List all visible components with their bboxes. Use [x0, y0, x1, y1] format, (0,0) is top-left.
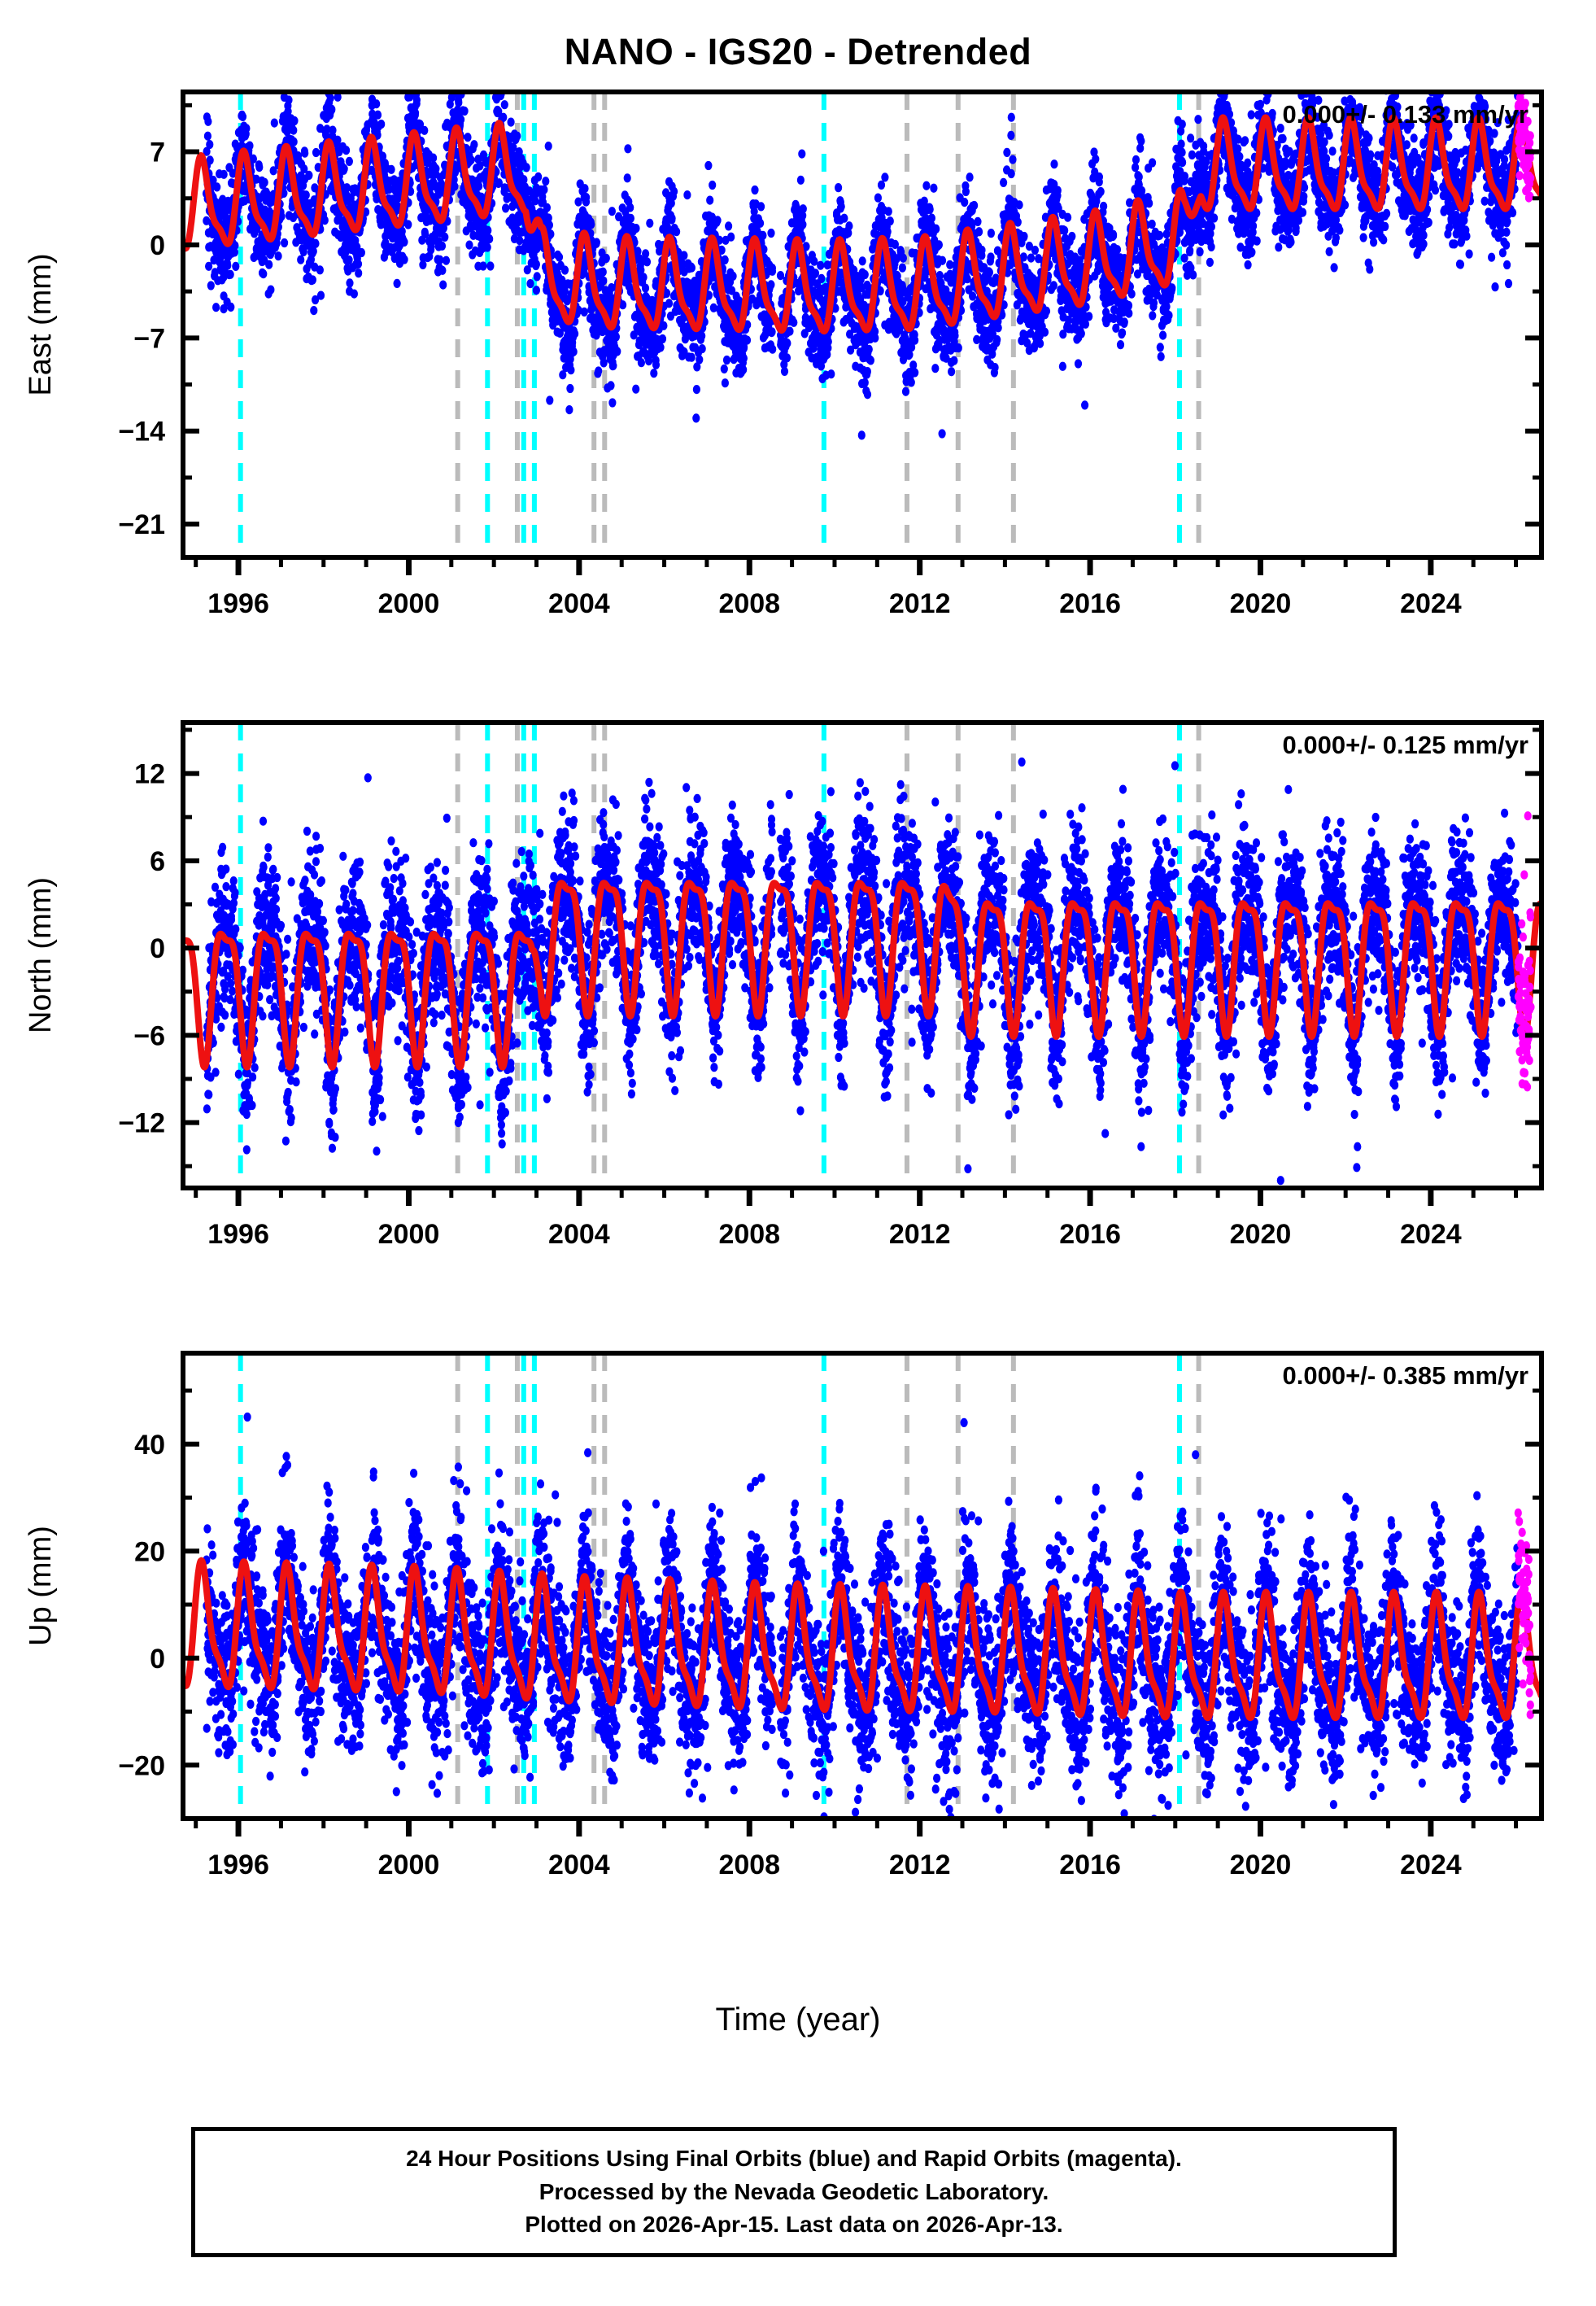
x-tick-label: 2012 — [889, 588, 951, 619]
x-tick-label: 2008 — [718, 588, 780, 619]
y-axis-title: Up (mm) — [24, 1526, 58, 1646]
y-axis-title: North (mm) — [24, 877, 58, 1033]
y-tick-label: −14 — [118, 417, 165, 448]
rate-annotation: 0.000+/- 0.385 mm/yr — [1283, 1361, 1528, 1390]
x-tick-label: 2020 — [1230, 588, 1292, 619]
x-tick-label: 2000 — [378, 588, 440, 619]
panel-east: 7 0 −7 −14 −21 1996 2000 2004 2008 2012 2016 2020 20… — [0, 77, 1596, 631]
svg-text:0.000+/- 0.385 mm/yr: 0.000+/- 0.385 mm/yr — [1283, 1361, 1528, 1390]
caption-box: 24 Hour Positions Using Final Orbits (bl… — [191, 2127, 1397, 2257]
y-tick-label: 7 — [150, 138, 165, 168]
plot-area-north: 12 6 0 −6 −12 1996 2000 2004 2008 2012 2016 2020 202… — [0, 708, 1596, 1261]
y-tick-label: −7 — [133, 323, 165, 354]
svg-text:0.000+/- 0.133 mm/yr: 0.000+/- 0.133 mm/yr — [1283, 100, 1528, 129]
data-points-final-orbits — [203, 758, 1522, 1221]
x-tick-label: 2012 — [889, 1219, 951, 1250]
y-tick-label: 0 — [150, 933, 165, 964]
plot-area-east: 7 0 −7 −14 −21 1996 2000 2004 2008 2012 2016 2020 20… — [0, 77, 1596, 631]
rate-annotation: 0.000+/- 0.125 mm/yr — [1283, 731, 1528, 759]
page-title: NANO - IGS20 - Detrended — [0, 31, 1596, 73]
rate-annotation: 0.000+/- 0.133 mm/yr — [1283, 100, 1528, 129]
x-tick-label: 2004 — [548, 588, 610, 619]
x-tick-label: 2000 — [378, 1850, 440, 1880]
x-tick-label: 2016 — [1059, 1219, 1121, 1250]
x-tick-label: 2024 — [1400, 1219, 1462, 1250]
y-tick-label: 12 — [134, 759, 165, 790]
plot-area-up: 40 20 0 −20 1996 2000 2004 2008 2012 2016 2020 2024… — [0, 1339, 1596, 1892]
x-tick-label: 2020 — [1230, 1850, 1292, 1880]
x-tick-label: 1996 — [207, 588, 269, 619]
y-axis-title: East (mm) — [24, 253, 58, 395]
data-points-final-orbits — [203, 1413, 1521, 1833]
x-tick-label: 2008 — [718, 1850, 780, 1880]
caption-line-3: Plotted on 2026-Apr-15. Last data on 202… — [525, 2208, 1062, 2242]
x-tick-label: 2004 — [548, 1850, 610, 1880]
data-points-rapid-orbits — [1515, 77, 1535, 203]
y-tick-label: −21 — [118, 509, 165, 540]
y-tick-label: 20 — [134, 1536, 165, 1567]
y-tick-label: 40 — [134, 1430, 165, 1461]
x-tick-label: 1996 — [207, 1850, 269, 1880]
y-tick-label: −20 — [118, 1750, 165, 1781]
data-points-final-orbits — [203, 77, 1522, 440]
x-axis-title: Time (year) — [0, 2002, 1596, 2038]
x-tick-label: 2020 — [1230, 1219, 1292, 1250]
panel-north: 12 6 0 −6 −12 1996 2000 2004 2008 2012 2016 2020 202… — [0, 708, 1596, 1261]
x-tick-label: 2004 — [548, 1219, 610, 1250]
y-tick-label: 0 — [150, 1644, 165, 1675]
y-tick-label: −12 — [118, 1108, 165, 1139]
caption-line-2: Processed by the Nevada Geodetic Laborat… — [539, 2176, 1049, 2209]
panel-up: 40 20 0 −20 1996 2000 2004 2008 2012 2016 2020 2024… — [0, 1339, 1596, 1892]
x-tick-label: 2008 — [718, 1219, 780, 1250]
x-tick-label: 2016 — [1059, 588, 1121, 619]
y-tick-label: −6 — [133, 1020, 165, 1051]
x-tick-label: 2016 — [1059, 1850, 1121, 1880]
x-tick-label: 2024 — [1400, 1850, 1462, 1880]
x-tick-label: 2012 — [889, 1850, 951, 1880]
x-tick-label: 2024 — [1400, 588, 1462, 619]
svg-text:0.000+/- 0.125 mm/yr: 0.000+/- 0.125 mm/yr — [1283, 731, 1528, 759]
y-tick-label: 6 — [150, 846, 165, 877]
x-tick-label: 1996 — [207, 1219, 269, 1250]
y-tick-label: 0 — [150, 230, 165, 261]
x-tick-label: 2000 — [378, 1219, 440, 1250]
caption-line-1: 24 Hour Positions Using Final Orbits (bl… — [406, 2142, 1182, 2176]
